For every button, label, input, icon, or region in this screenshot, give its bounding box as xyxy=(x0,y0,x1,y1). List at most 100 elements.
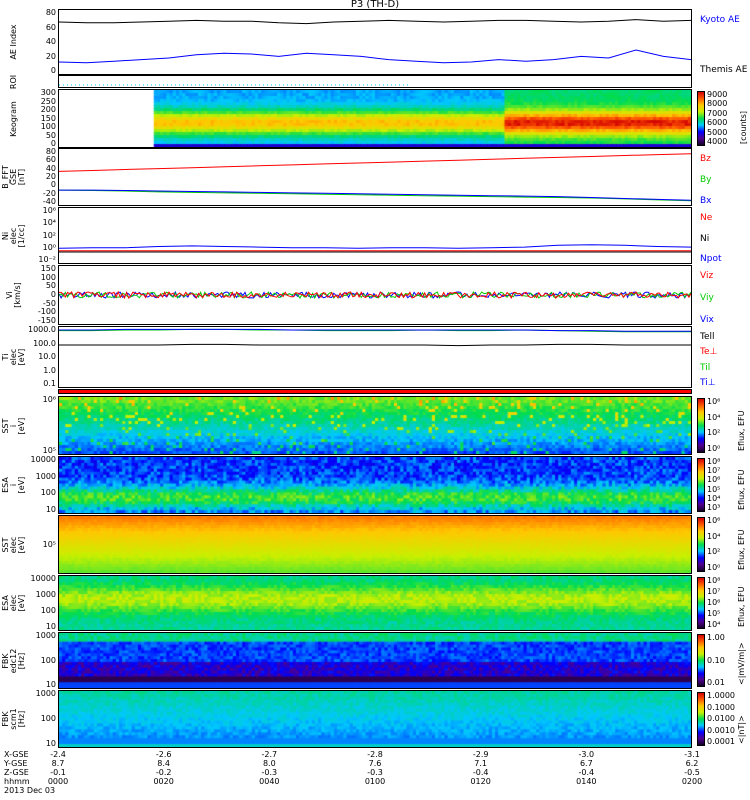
x-tick-x: -2.8 xyxy=(367,750,383,759)
y-tick-label: 100 xyxy=(40,655,56,665)
legend-viy: Viy xyxy=(700,293,714,303)
legend-bz: Bz xyxy=(700,154,711,164)
x-tick-z: -0.2 xyxy=(155,768,172,777)
colorbar-tick-label: 8000 xyxy=(707,99,728,109)
colorbar-tick-label: 10⁴ xyxy=(707,412,721,422)
colorbar-unit-label: <|nT|> xyxy=(737,715,746,744)
y-tick-label: -50 xyxy=(42,298,56,308)
y-tick-label: 10⁰ xyxy=(42,242,56,252)
y-tick-label: 20 xyxy=(45,172,56,181)
colorbar-tick-label: 10⁷ xyxy=(707,587,721,596)
colorbar-tick-label: 4000 xyxy=(707,137,728,146)
y-tick-label: 1000 xyxy=(35,590,56,599)
y-tick-label: 40 xyxy=(45,163,56,173)
y-axis-label: Ni elec [1/cc] xyxy=(1,224,26,247)
panel-keogram xyxy=(58,89,692,148)
y-axis-label: Vi [km/s] xyxy=(5,282,22,308)
colorbar-tick-label: 5000 xyxy=(707,127,728,137)
x-tick-y: 7.1 xyxy=(474,759,488,768)
panel-ae xyxy=(58,9,692,75)
legend-te⊥: Te⊥ xyxy=(700,347,718,358)
line-plot xyxy=(59,290,691,300)
colorbar-tick-label: 10⁶ xyxy=(707,475,721,485)
colorbar-tick-label: 0.1000 xyxy=(707,702,735,712)
panel-fbk_edc12 xyxy=(58,632,692,689)
colorbar-tick-label: 10⁷ xyxy=(707,466,721,476)
x-tick-z: -0.4 xyxy=(472,768,489,777)
colorbar xyxy=(697,458,705,512)
legend-themis ae: Themis AE xyxy=(700,65,748,75)
y-tick-label: 10⁶ xyxy=(42,206,56,215)
colorbar-tick-label: 10² xyxy=(707,547,721,557)
colorbar-tick-label: 0.10 xyxy=(707,655,725,665)
y-axis-label: ESA i [eV] xyxy=(1,476,26,494)
y-tick-label: 10.0 xyxy=(38,352,56,361)
legend-viz: Viz xyxy=(700,271,714,281)
x-tick-t: 0040 xyxy=(259,777,280,786)
colorbar xyxy=(697,91,705,146)
line-plot xyxy=(59,84,409,86)
colorbar-tick-label: 10⁰ xyxy=(707,563,721,572)
panel-esa_elec xyxy=(58,575,692,631)
spectrogram-keogram xyxy=(59,90,691,147)
x-tick-t: 0000 xyxy=(47,777,69,786)
y-tick-label: 0.1 xyxy=(43,379,56,388)
colorbar-tick-label: 10⁶ xyxy=(707,516,721,525)
colorbar-tick-label: 10⁴ xyxy=(707,493,721,503)
colorbar-tick-label: 0.0001 xyxy=(707,737,735,746)
colorbar-tick-label: 0.01 xyxy=(707,678,725,687)
panel-vi xyxy=(58,265,692,325)
x-tick-z: -0.5 xyxy=(684,768,700,777)
x-axis-row-label: Z-GSE xyxy=(4,768,29,777)
x-axis-row-label: X-GSE xyxy=(4,750,29,759)
line-plot xyxy=(59,328,691,347)
y-tick-label: -40 xyxy=(42,197,56,206)
y-tick-label: 60 xyxy=(45,155,56,165)
x-tick-t: 0120 xyxy=(470,777,491,786)
colorbar-tick-label: 10⁰ xyxy=(707,444,721,453)
x-tick-y: 6.7 xyxy=(579,759,593,768)
x-tick-t: 0200 xyxy=(681,777,703,786)
y-tick-label: 100 xyxy=(40,122,56,131)
colorbar-tick-label: 1.00 xyxy=(707,633,725,642)
y-tick-label: 50 xyxy=(45,281,56,291)
colorbar-unit-label: Eflux, EFU xyxy=(737,529,746,571)
colorbar-unit-label: Eflux, EFU xyxy=(737,410,746,452)
spectrogram-sst_ion xyxy=(59,397,691,454)
colorbar-tick-label: 10² xyxy=(707,428,721,438)
y-tick-label: 100 xyxy=(40,272,56,282)
colorbar-tick-label: 0.0100 xyxy=(707,714,735,723)
series-line-bz xyxy=(59,153,691,172)
y-tick-label: 0 xyxy=(50,180,56,190)
y-tick-label: 80 xyxy=(45,147,56,156)
x-axis-row-label: hhmm xyxy=(4,777,30,786)
date-label: 2013 Dec 03 xyxy=(4,786,56,795)
colorbar-tick-label: 10⁵ xyxy=(707,609,721,618)
colorbar-unit-label: [counts] xyxy=(739,111,748,144)
y-tick-label: 50 xyxy=(45,130,56,140)
spectrogram-sst_elec xyxy=(59,516,691,573)
series-line-npot xyxy=(59,244,691,249)
x-tick-y: 8.7 xyxy=(51,759,65,768)
y-tick-label: 1000 xyxy=(35,471,56,481)
y-axis-label: SST elec [eV] xyxy=(1,536,26,553)
y-tick-label: 10⁻² xyxy=(38,255,56,264)
y-tick-label: 10⁵ xyxy=(42,446,56,455)
x-tick-x: -2.9 xyxy=(472,750,489,759)
x-tick-y: 6.2 xyxy=(685,759,699,768)
colorbar-tick-label: 10⁴ xyxy=(707,531,721,541)
colorbar xyxy=(697,398,705,453)
series-line-kyoto ae xyxy=(59,49,691,64)
panel-bfft xyxy=(58,148,692,206)
legend-by: By xyxy=(700,175,712,185)
y-tick-label: 1000.0 xyxy=(28,325,56,334)
y-tick-label: 200 xyxy=(40,105,56,114)
x-tick-t: 0020 xyxy=(153,777,174,786)
x-tick-z: -0.3 xyxy=(367,768,383,777)
y-tick-label: 10 xyxy=(45,739,56,748)
y-axis-label: SST i [eV] xyxy=(1,417,26,434)
series-line-by xyxy=(59,189,691,202)
y-axis-label: Ti elec [eV] xyxy=(1,348,26,366)
colorbar-unit-label: Eflux, EFU xyxy=(737,469,746,511)
